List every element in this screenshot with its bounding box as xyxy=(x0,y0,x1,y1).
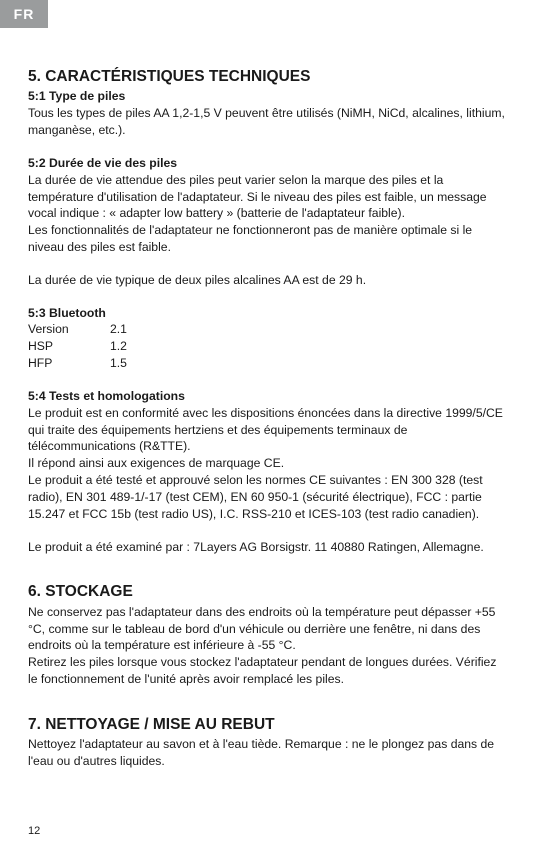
spacer xyxy=(28,256,505,272)
text-5-2a: La durée de vie attendue des piles peut … xyxy=(28,172,505,222)
spacer xyxy=(28,139,505,155)
text-5-4d: Le produit a été examiné par : 7Layers A… xyxy=(28,539,505,556)
document-body: 5. CARACTÉRISTIQUES TECHNIQUES 5:1 Type … xyxy=(28,66,505,770)
subhead-5-3: 5:3 Bluetooth xyxy=(28,305,505,322)
text-5-4a: Le produit est en conformité avec les di… xyxy=(28,405,505,455)
text-7a: Nettoyez l'adaptateur au savon et à l'ea… xyxy=(28,736,505,770)
text-5-2c: La durée de vie typique de deux piles al… xyxy=(28,272,505,289)
spec-row-hfp: HFP 1.5 xyxy=(28,355,505,372)
text-5-4b: Il répond ainsi aux exigences de marquag… xyxy=(28,455,505,472)
spacer xyxy=(28,372,505,388)
text-5-4c: Le produit a été testé et approuvé selon… xyxy=(28,472,505,522)
subhead-5-4: 5:4 Tests et homologations xyxy=(28,388,505,405)
spacer xyxy=(28,289,505,305)
text-6b: Retirez les piles lorsque vous stockez l… xyxy=(28,654,505,688)
spec-value: 2.1 xyxy=(110,321,150,338)
text-5-1: Tous les types de piles AA 1,2-1,5 V peu… xyxy=(28,105,505,139)
spacer xyxy=(28,523,505,539)
text-6a: Ne conservez pas l'adaptateur dans des e… xyxy=(28,604,505,654)
heading-6: 6. STOCKAGE xyxy=(28,581,505,602)
page: FR 5. CARACTÉRISTIQUES TECHNIQUES 5:1 Ty… xyxy=(0,0,533,855)
spec-row-version: Version 2.1 xyxy=(28,321,505,338)
heading-7: 7. NETTOYAGE / MISE AU REBUT xyxy=(28,714,505,735)
spec-label: HSP xyxy=(28,338,110,355)
spec-label: HFP xyxy=(28,355,110,372)
lang-tab: FR xyxy=(0,0,48,28)
spacer xyxy=(28,688,505,704)
spacer xyxy=(28,555,505,571)
spec-value: 1.2 xyxy=(110,338,150,355)
spec-row-hsp: HSP 1.2 xyxy=(28,338,505,355)
page-number: 12 xyxy=(28,825,40,837)
spec-label: Version xyxy=(28,321,110,338)
text-5-2b: Les fonctionnalités de l'adaptateur ne f… xyxy=(28,222,505,256)
spec-value: 1.5 xyxy=(110,355,150,372)
subhead-5-2: 5:2 Durée de vie des piles xyxy=(28,155,505,172)
heading-5: 5. CARACTÉRISTIQUES TECHNIQUES xyxy=(28,66,505,87)
subhead-5-1: 5:1 Type de piles xyxy=(28,88,505,105)
